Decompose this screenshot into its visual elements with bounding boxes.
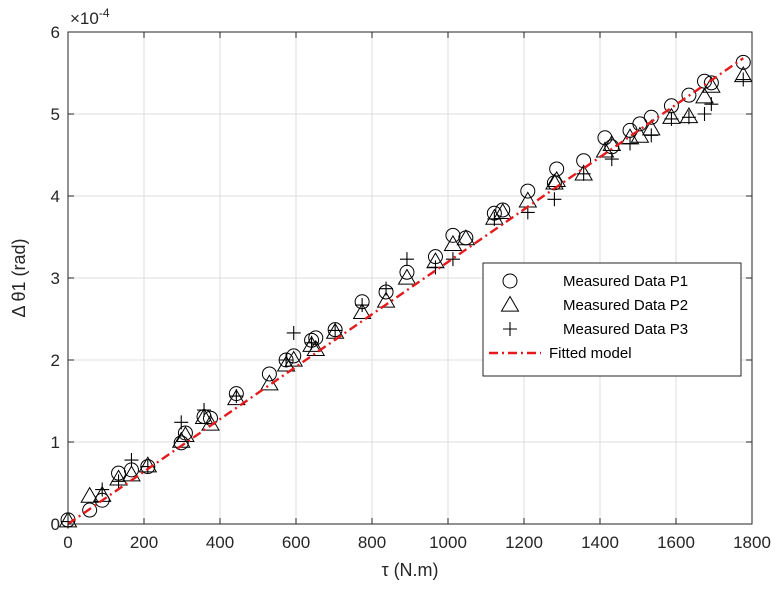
legend-label: Measured Data P2 xyxy=(563,297,688,314)
data-point-plus xyxy=(197,403,212,418)
data-point-plus xyxy=(95,482,110,497)
x-tick-label: 200 xyxy=(130,533,158,552)
plot-area-frame xyxy=(67,31,753,525)
data-point-circle xyxy=(681,87,697,103)
data-point-plus xyxy=(279,353,294,367)
data-point-triangle xyxy=(80,486,100,503)
data-point-plus xyxy=(547,192,562,207)
data-point-circle xyxy=(549,161,565,177)
data-point-triangle xyxy=(397,268,417,285)
data-point-plus xyxy=(428,260,443,275)
data-point-plus xyxy=(697,107,712,121)
data-point-plus xyxy=(736,72,751,87)
x-tick-label: 1800 xyxy=(733,533,771,552)
data-point-plus xyxy=(286,325,301,340)
y-tick-label: 1 xyxy=(51,433,60,452)
data-point-triangle xyxy=(602,134,622,151)
data-point-plus xyxy=(576,166,591,181)
ticks: 0 200 400 600 800 1000 1200 1400 1600 1800 0 1 2 3 4 5 6 xyxy=(51,23,771,552)
data-point-plus xyxy=(664,111,679,126)
data-point-plus xyxy=(399,252,414,267)
data-point-plus xyxy=(487,211,502,226)
data-point-plus xyxy=(229,389,244,404)
x-tick-label: 600 xyxy=(282,533,310,552)
data-point-circle xyxy=(82,502,98,518)
y-tick-label: 0 xyxy=(51,515,60,534)
x-tick-label: 1000 xyxy=(429,533,467,552)
data-point-triangle xyxy=(194,407,214,425)
data-point-plus xyxy=(704,97,719,112)
data-point-triangle xyxy=(276,355,296,372)
data-point-plus xyxy=(304,335,319,350)
data-point-circle xyxy=(520,183,536,199)
y-tick-label: 2 xyxy=(51,351,60,370)
data-point-triangle xyxy=(302,335,321,352)
data-point-triangle xyxy=(284,350,304,367)
data-point-triangle xyxy=(176,425,195,443)
legend-label: Measured Data P1 xyxy=(563,273,688,290)
data-point-triangle xyxy=(695,87,714,104)
data-point-circle xyxy=(703,75,719,91)
y-tick-label: 4 xyxy=(51,187,60,206)
series xyxy=(58,54,753,529)
data-point-triangle xyxy=(226,389,246,406)
data-point-circle xyxy=(286,348,302,364)
x-tick-label: 1400 xyxy=(581,533,619,552)
x-tick-label: 1600 xyxy=(657,533,695,552)
data-point-triangle xyxy=(352,302,372,320)
fitted-model-line xyxy=(67,57,744,525)
y-tick-label: 5 xyxy=(51,105,60,124)
y-axis-label: Δ θ1 (rad) xyxy=(9,238,29,317)
data-point-plus xyxy=(604,152,619,167)
data-point-plus xyxy=(174,415,189,430)
data-point-plus xyxy=(681,110,696,125)
data-point-circle xyxy=(261,366,277,382)
legend-label: Fitted model xyxy=(549,345,632,362)
legend-marker-plus xyxy=(503,322,517,336)
legend-marker-triangle xyxy=(500,295,520,312)
data-point-triangle xyxy=(595,141,615,158)
data-point-triangle xyxy=(701,76,721,93)
data-point-plus xyxy=(445,252,460,267)
data-point-triangle xyxy=(456,229,476,246)
data-point-triangle xyxy=(443,234,463,251)
data-point-plus xyxy=(111,474,126,489)
legend-label: Measured Data P3 xyxy=(563,321,688,338)
legend: Measured Data P1 Measured Data P2 Measured… xyxy=(482,262,742,377)
y-tick-label: 3 xyxy=(51,269,60,288)
x-tick-label: 1200 xyxy=(505,533,543,552)
data-point-plus xyxy=(355,298,370,313)
x-tick-label: 0 xyxy=(63,533,72,552)
data-point-plus xyxy=(644,128,659,143)
legend-box xyxy=(482,262,742,377)
data-point-plus xyxy=(328,323,343,338)
x-axis-label: τ (N.m) xyxy=(381,560,438,580)
data-point-plus xyxy=(623,136,638,151)
x-tick-label: 800 xyxy=(358,533,386,552)
data-point-plus xyxy=(124,453,139,468)
y-axis-exponent: ×10-4 xyxy=(70,6,110,28)
x-tick-label: 400 xyxy=(206,533,234,552)
data-point-triangle xyxy=(493,202,513,220)
data-point-circle xyxy=(173,435,189,451)
y-tick-label: 6 xyxy=(51,23,60,42)
data-point-circle xyxy=(445,227,461,243)
data-point-triangle xyxy=(376,291,396,308)
series-3 xyxy=(61,72,751,529)
legend-marker-circle xyxy=(502,273,518,289)
data-point-plus xyxy=(379,281,394,296)
